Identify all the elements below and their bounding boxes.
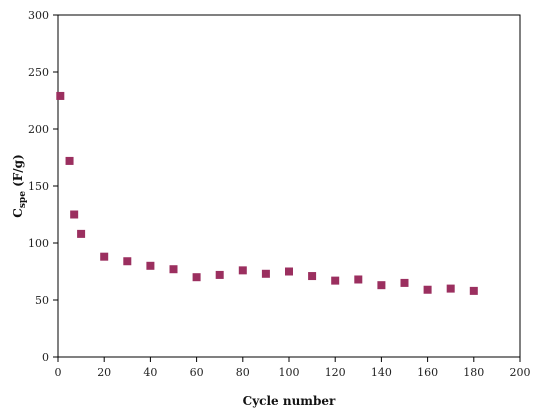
y-axis: 0 50 100 150 200 250 300 xyxy=(28,9,58,364)
plot-frame xyxy=(57,14,521,358)
x-tick-label: 60 xyxy=(190,366,204,379)
y-axis-title-unit: (F/g) xyxy=(11,154,25,191)
data-point xyxy=(100,252,109,261)
data-point xyxy=(146,261,155,270)
y-tick-label: 250 xyxy=(28,66,49,79)
data-point xyxy=(261,269,270,278)
data-point xyxy=(123,257,132,266)
data-point xyxy=(308,272,317,281)
y-tick-label: 200 xyxy=(28,123,49,136)
data-point xyxy=(377,281,386,290)
data-point xyxy=(354,275,363,284)
data-point xyxy=(215,270,224,279)
data-point xyxy=(469,286,478,295)
y-tick-label: 50 xyxy=(35,294,49,307)
y-tick-label: 100 xyxy=(28,237,49,250)
x-axis-title: Cycle number xyxy=(243,394,336,408)
data-point xyxy=(446,284,455,293)
data-point xyxy=(169,265,178,274)
y-axis-title-main: C xyxy=(11,208,25,218)
x-tick-label: 120 xyxy=(325,366,346,379)
x-tick-label: 40 xyxy=(143,366,157,379)
y-tick-label: 0 xyxy=(42,351,49,364)
x-tick-label: 100 xyxy=(279,366,300,379)
data-point xyxy=(285,267,293,276)
y-axis-title-subscript: spe xyxy=(18,191,28,208)
data-point xyxy=(192,273,201,282)
data-point xyxy=(70,210,79,219)
data-point xyxy=(56,91,65,100)
data-point xyxy=(77,229,86,238)
data-point xyxy=(423,285,432,294)
y-axis-title: Cspe (F/g) xyxy=(11,154,28,217)
x-tick-label: 180 xyxy=(463,366,484,379)
x-axis: 0 20 40 60 80 100 120 140 160 180 200 xyxy=(55,357,531,379)
x-tick-label: 80 xyxy=(236,366,250,379)
data-point xyxy=(400,278,409,287)
x-tick-label: 200 xyxy=(510,366,531,379)
data-point xyxy=(331,276,340,285)
y-tick-label: 150 xyxy=(28,180,49,193)
data-point xyxy=(238,266,247,275)
data-series xyxy=(56,91,478,295)
x-tick-label: 0 xyxy=(55,366,62,379)
x-tick-label: 20 xyxy=(97,366,111,379)
x-tick-label: 140 xyxy=(371,366,392,379)
x-tick-label: 160 xyxy=(417,366,438,379)
data-point xyxy=(65,156,74,165)
y-tick-label: 300 xyxy=(28,9,49,22)
